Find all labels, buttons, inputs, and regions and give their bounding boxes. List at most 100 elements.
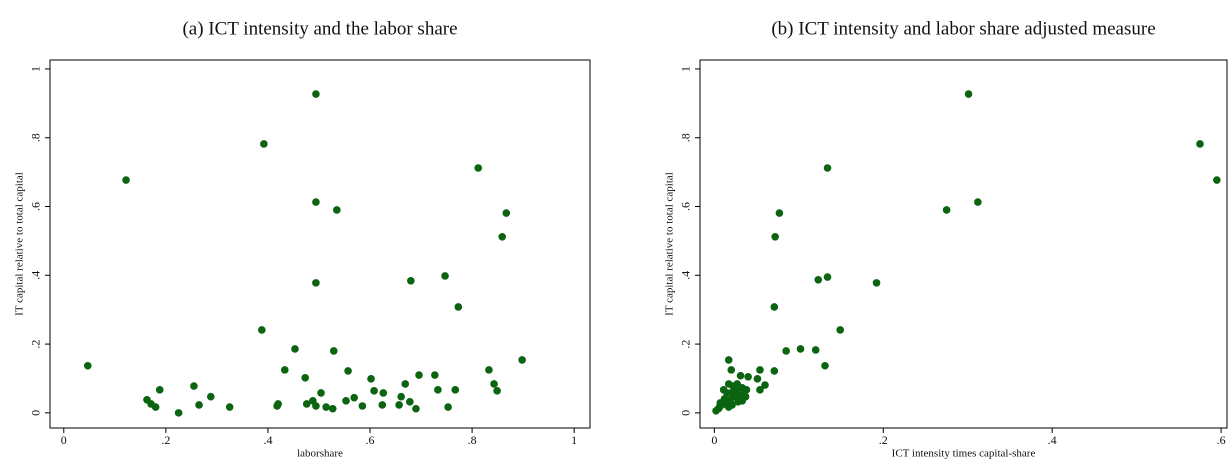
point (344, 367, 352, 375)
point (493, 387, 501, 395)
point (518, 356, 526, 364)
y-tick-label: .6 (679, 202, 693, 211)
y-axis-label: IT capital relative to total capital (14, 172, 26, 316)
point (379, 389, 388, 397)
point (342, 397, 350, 405)
point (974, 198, 982, 206)
point (412, 404, 420, 413)
point (155, 386, 164, 394)
x-tick-label: 0 (711, 433, 717, 447)
point (761, 381, 769, 389)
point (756, 386, 764, 394)
point (444, 403, 452, 411)
point (756, 366, 764, 374)
point (770, 303, 779, 311)
point (441, 272, 449, 280)
point (727, 389, 736, 397)
point (401, 380, 410, 388)
point (258, 326, 266, 334)
point (782, 347, 790, 355)
y-tick-label: .4 (29, 271, 43, 280)
point (742, 386, 751, 394)
point (485, 366, 493, 374)
point (836, 326, 844, 334)
point (260, 140, 268, 148)
point (474, 164, 483, 172)
x-tick-label: .4 (263, 433, 272, 447)
point (714, 404, 723, 413)
point (328, 404, 337, 413)
point (301, 373, 309, 382)
x-tick-label: .2 (161, 433, 170, 447)
point (736, 371, 745, 380)
point (753, 375, 762, 383)
y-tick-label: .6 (29, 202, 43, 211)
point (195, 401, 203, 409)
y-tick-label: .8 (29, 133, 43, 142)
x-axis-label: laborshare (297, 448, 343, 460)
x-axis-label: ICT intensity times capital-share (892, 448, 1036, 460)
y-tick-label: .8 (679, 133, 693, 142)
point (358, 402, 367, 410)
point (225, 403, 234, 411)
y-tick-label: 1 (679, 66, 693, 72)
point (942, 206, 951, 214)
x-tick-label: 0 (61, 433, 67, 447)
point (312, 279, 320, 287)
point (738, 397, 747, 405)
point (322, 403, 330, 411)
point (744, 372, 752, 381)
point (350, 393, 358, 402)
point (724, 356, 733, 364)
point (431, 371, 439, 379)
y-tick-label: .2 (679, 340, 693, 349)
point (823, 164, 832, 172)
point (454, 303, 463, 311)
y-tick-label: 0 (29, 410, 43, 416)
x-tick-label: .2 (879, 433, 888, 447)
point (329, 347, 338, 355)
chart-title: (a) ICT intensity and the labor share (182, 18, 457, 39)
point (716, 399, 725, 407)
point (823, 273, 832, 281)
point (312, 198, 320, 206)
plot-frame (49, 59, 591, 429)
point (312, 402, 320, 410)
point (378, 401, 387, 409)
point (83, 361, 92, 370)
point (312, 90, 320, 98)
point (151, 403, 160, 411)
point (122, 176, 130, 184)
point (317, 389, 325, 397)
point (502, 209, 511, 217)
point (964, 90, 973, 98)
point (395, 401, 403, 409)
chart-title: (b) ICT intensity and labor share adjust… (771, 18, 1155, 39)
point (406, 398, 414, 406)
point (872, 279, 881, 287)
point (333, 206, 341, 214)
point (367, 375, 375, 383)
y-tick-label: .2 (29, 340, 43, 349)
point (280, 366, 289, 374)
point (1196, 140, 1204, 148)
point (814, 275, 823, 284)
x-tick-label: .4 (1048, 433, 1057, 447)
x-tick-label: 1 (571, 433, 577, 447)
y-tick-label: 1 (29, 66, 43, 72)
point (821, 361, 829, 370)
point (498, 232, 507, 241)
x-tick-label: .6 (1217, 433, 1226, 447)
point (291, 345, 299, 353)
x-tick-label: .6 (366, 433, 375, 447)
point (727, 366, 736, 374)
point (302, 400, 311, 408)
y-tick-label: .4 (679, 271, 693, 280)
point (370, 387, 378, 395)
x-tick-label: .8 (468, 433, 477, 447)
point (1213, 176, 1221, 184)
point (434, 386, 442, 394)
point (407, 277, 415, 285)
point (490, 380, 498, 388)
